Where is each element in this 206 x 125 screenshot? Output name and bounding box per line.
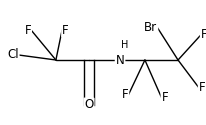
Text: F: F (161, 91, 167, 104)
Text: F: F (200, 28, 206, 42)
Text: Cl: Cl (7, 48, 19, 62)
Text: H: H (121, 40, 128, 50)
Text: F: F (121, 88, 128, 102)
Text: F: F (198, 81, 204, 94)
Text: N: N (115, 54, 124, 66)
Text: Br: Br (144, 21, 157, 34)
Text: H: H (121, 40, 128, 50)
Text: O: O (84, 98, 93, 112)
Text: F: F (62, 24, 68, 36)
Text: F: F (24, 24, 31, 36)
